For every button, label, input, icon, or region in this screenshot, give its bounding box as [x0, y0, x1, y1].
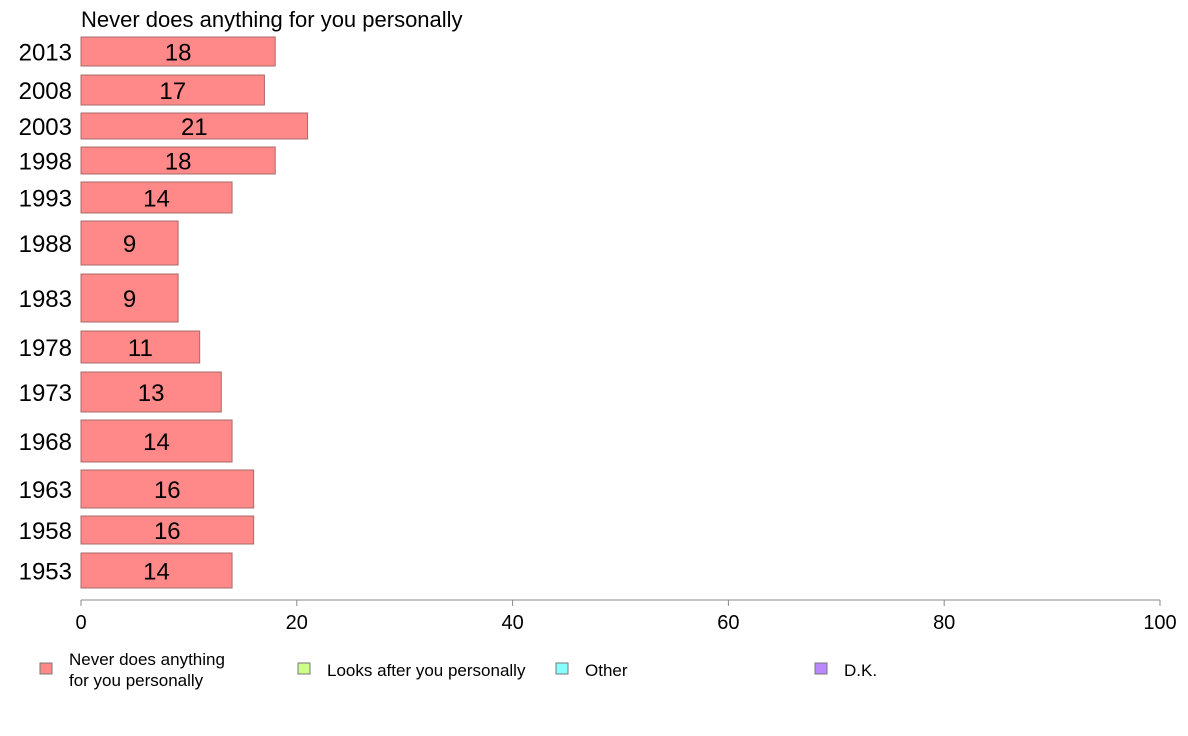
year-label-1953: 1953: [19, 559, 72, 586]
value-label-2008: 17: [159, 78, 186, 105]
value-label-1953: 14: [143, 559, 170, 586]
x-axis: 0 20 40 60 80 100: [75, 599, 1177, 634]
value-label-1958: 16: [154, 518, 181, 545]
bar-1953: [80, 552, 233, 589]
value-label-2013: 18: [165, 40, 192, 67]
value-label-1988: 9: [123, 231, 136, 258]
legend-label: Looks after you personally: [327, 661, 526, 680]
legend-label: Other: [585, 661, 628, 680]
bar-1988: [80, 220, 179, 266]
value-label-1978: 11: [128, 335, 153, 362]
year-label-1968: 1968: [19, 429, 72, 456]
value-label-1998: 18: [165, 149, 192, 176]
x-tick-label: 80: [933, 612, 955, 634]
year-label-1963: 1963: [19, 477, 72, 504]
x-tick-label: 100: [1143, 612, 1176, 634]
x-tick-label: 40: [501, 612, 523, 634]
x-tick-label: 20: [286, 612, 308, 634]
bar-1993: [80, 181, 233, 214]
year-label-1958: 1958: [19, 518, 72, 545]
value-label-2003: 21: [181, 114, 208, 141]
legend-swatch: [814, 662, 828, 675]
bar-1968: [80, 419, 233, 463]
legend-swatch: [297, 662, 311, 675]
year-label-1988: 1988: [19, 231, 72, 258]
bar-1958: [80, 515, 255, 545]
year-label-1983: 1983: [19, 286, 72, 313]
legend-label: Never does anything: [69, 650, 225, 669]
value-label-1963: 16: [154, 477, 181, 504]
bar-2013: [80, 36, 276, 67]
value-label-1973: 13: [138, 380, 165, 407]
value-label-1983: 9: [123, 286, 136, 313]
year-label-1998: 1998: [19, 149, 72, 176]
chart-title: Never does anything for you personally: [81, 7, 463, 32]
bar-1963: [80, 469, 255, 509]
bars-group: 2013 18 2008 17 2003 21 1998 18 1993 14 1988 9 1983 9…: [19, 36, 309, 589]
bar-2008: [80, 74, 265, 106]
value-label-1968: 14: [143, 429, 170, 456]
year-label-2013: 2013: [19, 40, 72, 67]
x-tick-label: 0: [75, 612, 86, 634]
bar-1978: [80, 330, 201, 364]
year-label-1993: 1993: [19, 186, 72, 213]
bar-1973: [80, 371, 222, 413]
legend-label: D.K.: [844, 661, 877, 680]
year-label-2008: 2008: [19, 78, 72, 105]
year-label-1978: 1978: [19, 335, 72, 362]
legend: Never does anything for you personally Loo…: [39, 650, 877, 690]
legend-label: for you personally: [69, 671, 204, 690]
bar-1998: [80, 146, 276, 175]
year-label-1973: 1973: [19, 380, 72, 407]
year-label-2003: 2003: [19, 114, 72, 141]
x-tick-label: 60: [717, 612, 739, 634]
bar-1983: [80, 273, 179, 323]
legend-swatch: [39, 662, 53, 675]
value-label-1993: 14: [143, 186, 170, 213]
bar-2003: [80, 112, 309, 140]
legend-swatch: [555, 662, 569, 675]
